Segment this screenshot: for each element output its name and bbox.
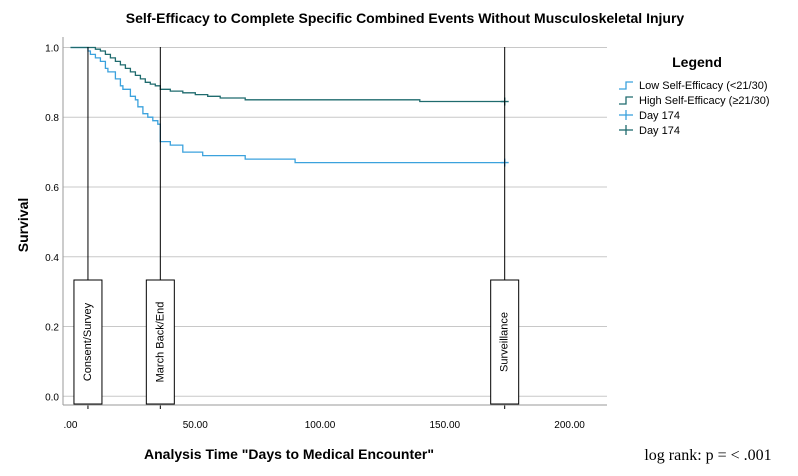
survival-curves — [70, 46, 505, 164]
marker-consent-survey: Consent/Survey — [73, 47, 103, 409]
legend-label: Day 174 — [639, 110, 680, 122]
legend-label: Day 174 — [639, 125, 680, 137]
x-tick-label: 50.00 — [183, 420, 208, 431]
y-tick-label: 0.2 — [45, 323, 59, 334]
y-tick-label: 0.8 — [45, 113, 59, 124]
series-line-low-self-efficacy — [70, 46, 505, 164]
legend-entry: Low Self-Efficacy (<21/30) — [619, 80, 768, 92]
marker-label: March Back/End — [154, 302, 166, 383]
x-tick-label: 200.00 — [554, 420, 585, 431]
plot-frame — [62, 37, 607, 406]
x-tick-label: 150.00 — [430, 420, 461, 431]
timeline-markers: Consent/Survey March Back/End Surveillance — [73, 47, 520, 409]
y-tick-label: 0.4 — [45, 253, 59, 264]
y-tick-label: 1.0 — [45, 43, 59, 54]
marker-label: Surveillance — [499, 312, 511, 372]
marker-march-back-end: March Back/End — [145, 47, 175, 409]
legend-title: Legend — [672, 54, 722, 70]
log-rank-footnote: log rank: p = < .001 — [644, 447, 771, 464]
legend-entry: High Self-Efficacy (≥21/30) — [619, 95, 770, 107]
y-axis-ticks: 0.0 0.2 0.4 0.6 0.8 1.0 — [45, 43, 59, 403]
x-axis-ticks: .00 50.00 100.00 150.00 200.00 — [64, 420, 586, 431]
y-tick-label: 0.0 — [45, 392, 59, 403]
legend-entry: Day 174 — [619, 125, 680, 137]
series-line-high-self-efficacy — [70, 46, 505, 103]
marker-surveillance: Surveillance — [490, 47, 520, 409]
y-axis-label: Survival — [15, 198, 31, 252]
legend-label: High Self-Efficacy (≥21/30) — [639, 95, 770, 107]
legend-entry: Day 174 — [619, 110, 680, 122]
x-tick-label: 100.00 — [305, 420, 336, 431]
chart-title: Self-Efficacy to Complete Specific Combi… — [126, 10, 685, 26]
x-tick-label: .00 — [64, 420, 78, 431]
marker-label: Consent/Survey — [82, 302, 94, 381]
x-axis-label: Analysis Time "Days to Medical Encounter… — [144, 446, 434, 462]
legend-label: Low Self-Efficacy (<21/30) — [639, 80, 768, 92]
legend: Legend Low Self-Efficacy (<21/30) High Se… — [619, 54, 770, 137]
y-tick-label: 0.6 — [45, 183, 59, 194]
